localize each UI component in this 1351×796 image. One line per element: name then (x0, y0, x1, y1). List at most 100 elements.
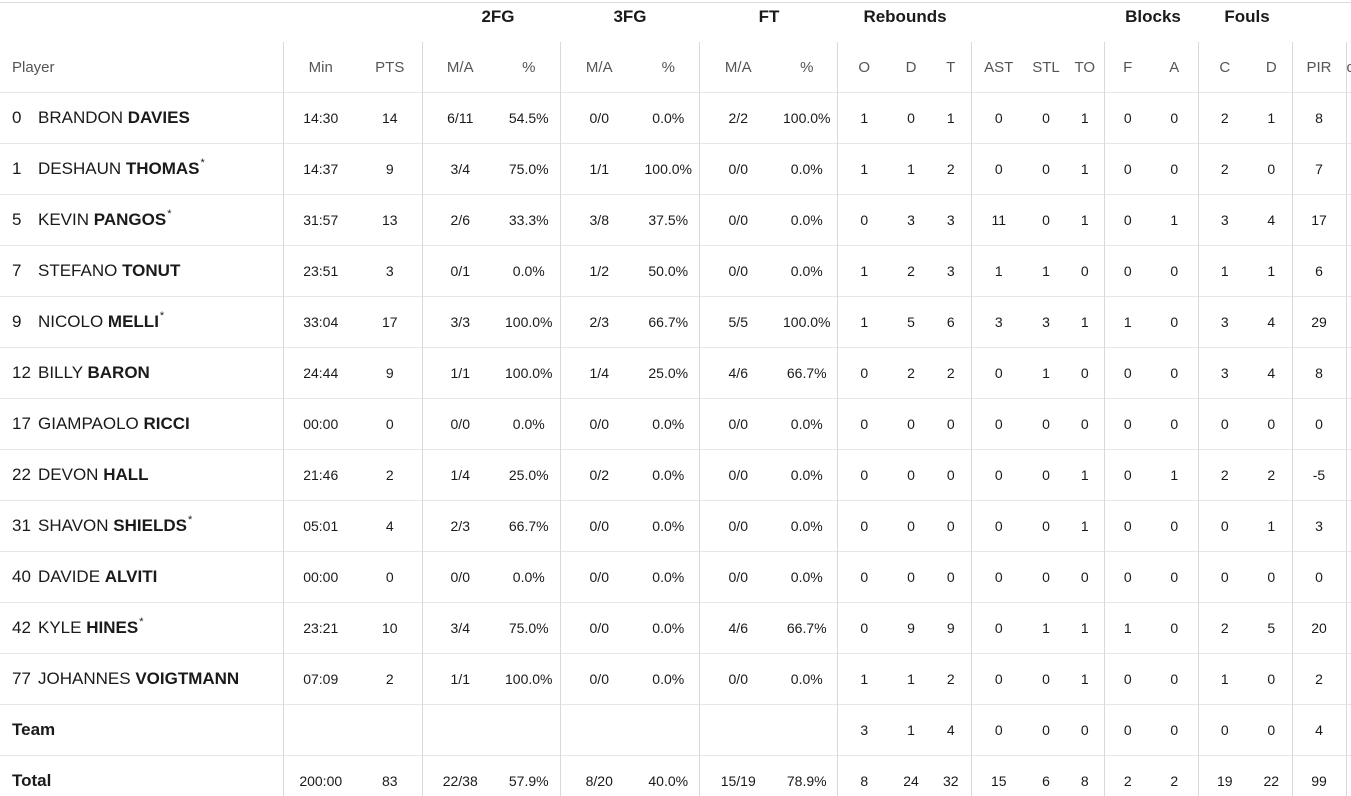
player-row[interactable]: 42 KYLE HINES* 23:21 10 3/4 75.0% 0/0 0.0% 4/6 66… (0, 602, 1351, 654)
player-row[interactable]: 9 NICOLO MELLI* 33:04 17 3/3 100.0% 2/3 66.7% 5/… (0, 296, 1351, 348)
cell-foul-d: 4 (1251, 194, 1292, 246)
cell-min: 31:57 (282, 194, 358, 246)
player-name-cell[interactable]: 31 SHAVON SHIELDS* (0, 500, 283, 552)
cell-foul-d: 4 (1251, 347, 1292, 399)
cell-ast: 0 (970, 602, 1026, 654)
cell-reb-o: 1 (836, 296, 891, 348)
player-name-cell[interactable]: 9 NICOLO MELLI* (0, 296, 283, 348)
player-name-cell[interactable]: 7 STEFANO TONUT (0, 245, 283, 297)
cell-fg2-ma: 1/1 (421, 347, 498, 399)
player-name-cell[interactable]: 12 BILLY BARON (0, 347, 283, 399)
col-header-reb-d[interactable]: D (905, 58, 917, 76)
player-row[interactable]: 1 DESHAUN THOMAS* 14:37 9 3/4 75.0% 1/1 100.0% 0… (0, 143, 1351, 195)
player-name-cell[interactable]: 17 GIAMPAOLO RICCI (0, 398, 283, 450)
cell-fg2-pct: 54.5% (498, 92, 560, 144)
col-header-extra[interactable]: c (1345, 42, 1351, 93)
group-header-blocks: Blocks (1125, 7, 1181, 26)
col-header-player[interactable]: Player (12, 58, 55, 76)
player-row[interactable]: 31 SHAVON SHIELDS* 05:01 4 2/3 66.7% 0/0 0.0% 0/… (0, 500, 1351, 552)
cell-blk-f: 0 (1103, 194, 1151, 246)
col-header-ft-pct[interactable]: % (800, 58, 814, 76)
cell-blk-a: 0 (1151, 398, 1198, 450)
col-header-reb-o[interactable]: O (836, 42, 891, 93)
player-name-cell[interactable]: 77 JOHANNES VOIGTMANN (0, 653, 283, 705)
cell-ft-ma: 0/0 (698, 449, 777, 501)
cell-fg2-pct: 57.9% (498, 755, 560, 796)
cell-foul-c: 19 (1197, 755, 1251, 796)
col-header-foul-c[interactable]: C (1197, 42, 1251, 93)
cell-min: 200:00 (282, 755, 358, 796)
col-header-ft-ma[interactable]: M/A (698, 42, 777, 93)
col-header-3fg-ma[interactable]: M/A (559, 42, 638, 93)
cell-ast: 0 (970, 449, 1026, 501)
player-row[interactable]: 12 BILLY BARON 24:44 9 1/1 100.0% 1/4 25.0% 4/6 6… (0, 347, 1351, 399)
cell-blk-a: 2 (1151, 755, 1198, 796)
cell-stl: 0 (1026, 449, 1066, 501)
cell-min: 07:09 (282, 653, 358, 705)
cell-ft-ma: 15/19 (698, 755, 777, 796)
cell-fg2-ma: 0/0 (421, 551, 498, 603)
player-name-cell[interactable]: 42 KYLE HINES* (0, 602, 283, 654)
col-header-2fg-pct[interactable]: % (522, 58, 536, 76)
cell-fg3-ma: 0/0 (559, 398, 638, 450)
cell-fg2-pct: 100.0% (498, 653, 560, 705)
col-header-reb-t[interactable]: T (946, 58, 956, 76)
player-first-name: KEVIN (38, 210, 90, 229)
player-row[interactable]: 7 STEFANO TONUT 23:51 3 0/1 0.0% 1/2 50.0% 0/0 0.… (0, 245, 1351, 297)
player-name-cell[interactable]: 22 DEVON HALL (0, 449, 283, 501)
cell-stl: 0 (1026, 194, 1066, 246)
col-header-foul-d[interactable]: D (1265, 58, 1277, 76)
player-row[interactable]: 77 JOHANNES VOIGTMANN 07:09 2 1/1 100.0% 0/0 0.… (0, 653, 1351, 705)
cell-ft-ma: 2/2 (698, 92, 777, 144)
cell-pts: 0 (358, 551, 422, 603)
col-header-blk-f[interactable]: F (1103, 42, 1151, 93)
cell-ft-pct: 0.0% (777, 398, 837, 450)
col-header-2fg-ma[interactable]: M/A (421, 42, 498, 93)
col-header-stl[interactable]: STL (1032, 58, 1060, 76)
cell-ft-pct: 100.0% (777, 92, 837, 144)
cell-reb-o: 1 (836, 245, 891, 297)
cell-foul-d: 0 (1251, 704, 1292, 756)
col-header-pir[interactable]: PIR (1291, 42, 1346, 93)
cell-to: 0 (1066, 704, 1104, 756)
cell-foul-d: 2 (1251, 449, 1292, 501)
cell-stl: 0 (1026, 500, 1066, 552)
player-row[interactable]: 40 DAVIDE ALVITI 00:00 0 0/0 0.0% 0/0 0.0% 0/0 0.… (0, 551, 1351, 603)
cell-to: 8 (1066, 755, 1104, 796)
cell-foul-c: 1 (1197, 653, 1251, 705)
player-row[interactable]: 0 BRANDON DAVIES 14:30 14 6/11 54.5% 0/0 0.0% 2/… (0, 92, 1351, 144)
cell-blk-a: 0 (1151, 653, 1198, 705)
cell-fg3-ma: 1/2 (559, 245, 638, 297)
cell-foul-c: 1 (1197, 245, 1251, 297)
col-header-3fg-pct[interactable]: % (661, 58, 675, 76)
cell-pir: 0 (1291, 398, 1346, 450)
cell-fg3-pct: 37.5% (638, 194, 699, 246)
player-row[interactable]: 22 DEVON HALL 21:46 2 1/4 25.0% 0/2 0.0% 0/0 0.0%… (0, 449, 1351, 501)
player-row[interactable]: 5 KEVIN PANGOS* 31:57 13 2/6 33.3% 3/8 37.5% 0/0… (0, 194, 1351, 246)
cell-ft-pct (777, 704, 837, 756)
player-name-cell[interactable]: 5 KEVIN PANGOS* (0, 194, 283, 246)
cell-fg2-ma: 1/1 (421, 653, 498, 705)
cell-ft-pct: 0.0% (777, 194, 837, 246)
cell-fg3-pct: 100.0% (638, 143, 699, 195)
player-name-cell[interactable]: 0 BRANDON DAVIES (0, 92, 283, 144)
col-header-to[interactable]: TO (1074, 58, 1096, 76)
cell-to: 0 (1066, 245, 1104, 297)
cell-ast: 1 (970, 245, 1026, 297)
player-row[interactable]: 17 GIAMPAOLO RICCI 00:00 0 0/0 0.0% 0/0 0.0% 0/0… (0, 398, 1351, 450)
col-header-blk-a[interactable]: A (1169, 58, 1180, 76)
player-first-name: SHAVON (38, 516, 109, 535)
player-name-cell[interactable]: 1 DESHAUN THOMAS* (0, 143, 283, 195)
cell-min: 33:04 (282, 296, 358, 348)
col-header-pts[interactable]: PTS (375, 58, 405, 76)
cell-to: 0 (1066, 398, 1104, 450)
cell-reb-d: 2 (891, 245, 931, 297)
cell-pir: 2 (1291, 653, 1346, 705)
player-name-cell[interactable]: 40 DAVIDE ALVITI (0, 551, 283, 603)
cell-reb-o: 0 (836, 602, 891, 654)
col-header-min[interactable]: Min (282, 42, 358, 93)
top-divider (0, 2, 1351, 3)
cell-reb-d: 0 (891, 92, 931, 144)
col-header-ast[interactable]: AST (970, 42, 1026, 93)
